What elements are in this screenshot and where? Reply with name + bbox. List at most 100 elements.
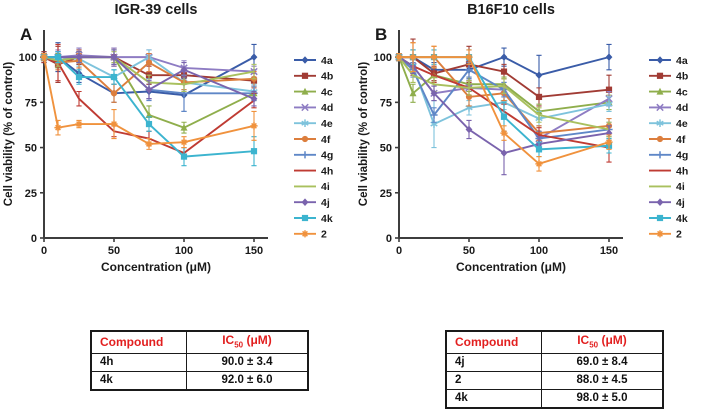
legend-label: 4j <box>321 197 330 209</box>
x-tick-label: 150 <box>600 245 618 257</box>
legend-label: 4j <box>676 197 685 209</box>
series-marker-square-icon <box>535 93 543 101</box>
legend-label: 4i <box>321 181 330 193</box>
y-axis-label: Cell viability (% of control) <box>358 62 370 207</box>
legend-item-4k: 4k <box>294 213 333 225</box>
y-tick-label: 100 <box>19 52 37 64</box>
x-tick-label: 150 <box>245 245 263 257</box>
legend-label: 4e <box>676 118 688 130</box>
series-line <box>398 56 610 131</box>
legend-label: 4i <box>676 181 685 193</box>
legend-item-4e: 4e <box>649 118 688 130</box>
series-marker-x-icon <box>301 103 309 112</box>
series-marker-x-icon <box>656 103 664 112</box>
y-tick-label: 50 <box>25 143 37 155</box>
ic50-value-cell: 98.0 ± 5.0 <box>541 389 664 409</box>
series-marker-diamond-icon <box>605 53 613 61</box>
y-tick-label: 75 <box>380 97 392 109</box>
series-marker-plus-icon <box>430 111 438 119</box>
legend-label: 4b <box>321 71 333 83</box>
series-marker-diamond-icon <box>180 65 188 74</box>
series-marker-diamond-icon <box>250 53 258 61</box>
legend-label: 4b <box>676 71 688 83</box>
table-row: 2 88.0 ± 4.5 <box>445 371 664 391</box>
series-marker-triangle-icon <box>301 87 309 95</box>
legend-label: 4d <box>676 102 688 114</box>
series-marker-star-icon <box>54 124 62 132</box>
legend-item-2: 2 <box>294 229 327 241</box>
ic50-table-B16F10: Compound IC50 (μM) 4j 69.0 ± 8.4 2 88.0 ± 4… <box>445 330 664 409</box>
ic50-value-cell: 88.0 ± 4.5 <box>541 371 664 391</box>
x-axis-label: Concentration (μM) <box>456 260 566 274</box>
legend-item-4i: 4i <box>649 181 685 193</box>
compound-cell: 2 <box>445 371 542 391</box>
y-tick-label: 100 <box>374 52 392 64</box>
series-marker-star-icon <box>180 138 188 146</box>
series-marker-square-icon <box>656 214 664 222</box>
legend-label: 4c <box>676 86 688 98</box>
ic50-header: IC50 (μM) <box>186 330 309 355</box>
table-row: 4h 90.0 ± 3.4 <box>90 353 309 373</box>
table-header-row: Compound IC50 (μM) <box>90 330 309 355</box>
series-marker-diamond-icon <box>301 198 309 206</box>
legend-label: 4a <box>676 55 688 67</box>
series-marker-diamond-icon <box>250 94 258 103</box>
legend-item-4c: 4c <box>294 86 333 98</box>
legend-item-4g: 4g <box>649 150 688 162</box>
panel-label: B <box>375 25 387 44</box>
compound-cell: 4h <box>90 353 187 373</box>
series-marker-square-icon <box>500 113 508 120</box>
series-marker-star-icon <box>301 230 309 238</box>
legend-label: 4h <box>676 165 688 177</box>
y-tick-label: 25 <box>25 188 37 200</box>
series-marker-square-icon <box>180 153 188 160</box>
series-marker-star-icon <box>110 120 118 128</box>
y-tick-label: 0 <box>386 233 392 245</box>
axes <box>43 30 268 239</box>
legend-item-4f: 4f <box>649 134 686 146</box>
table-row: 4j 69.0 ± 8.4 <box>445 353 664 373</box>
series-marker-asterisk-icon <box>605 100 613 108</box>
chart-title: B16F10 cells <box>467 2 555 18</box>
table-row: 4k 92.0 ± 6.0 <box>90 371 309 391</box>
legend-item-4d: 4d <box>649 102 688 114</box>
series-marker-square-icon <box>301 214 309 222</box>
series-marker-plus-icon <box>656 151 664 159</box>
series-2 <box>40 52 258 150</box>
legend-item-4g: 4g <box>294 150 333 162</box>
x-axis-label: Concentration (μM) <box>101 260 211 274</box>
legend-item-4a: 4a <box>294 55 333 67</box>
panel-label: A <box>20 25 32 44</box>
series-marker-square-icon <box>656 72 664 79</box>
compound-cell: 4k <box>445 389 542 409</box>
series-marker-circle-icon <box>656 135 664 143</box>
legend-label: 4a <box>321 55 333 67</box>
series-marker-star-icon <box>145 140 153 148</box>
x-tick-label: 0 <box>396 245 402 257</box>
x-tick-label: 0 <box>41 245 47 257</box>
series-marker-square-icon <box>54 54 62 61</box>
series-marker-triangle-icon <box>180 123 188 131</box>
legend-label: 2 <box>676 229 682 241</box>
series-marker-diamond-icon <box>605 129 613 137</box>
series-marker-circle-icon <box>145 59 153 66</box>
y-tick-label: 50 <box>380 143 392 155</box>
series-marker-star-icon <box>395 53 403 61</box>
legend-label: 4d <box>321 102 333 114</box>
series-marker-square-icon <box>145 120 153 128</box>
axes <box>398 30 623 239</box>
legend-label: 2 <box>321 229 327 241</box>
series-marker-diamond-icon <box>75 53 83 61</box>
series-marker-plus-icon <box>301 151 309 159</box>
series-marker-triangle-icon <box>409 89 417 97</box>
series-marker-asterisk-icon <box>301 119 309 127</box>
series-marker-square-icon <box>110 73 118 81</box>
legend-item-4h: 4h <box>294 165 333 177</box>
legend-item-4j: 4j <box>294 197 330 209</box>
series-marker-plus-icon <box>465 66 473 74</box>
series-marker-square-icon <box>500 68 508 75</box>
series-marker-diamond-icon <box>110 53 118 61</box>
legend-item-4f: 4f <box>294 134 331 146</box>
table-row: 4k 98.0 ± 5.0 <box>445 389 664 409</box>
